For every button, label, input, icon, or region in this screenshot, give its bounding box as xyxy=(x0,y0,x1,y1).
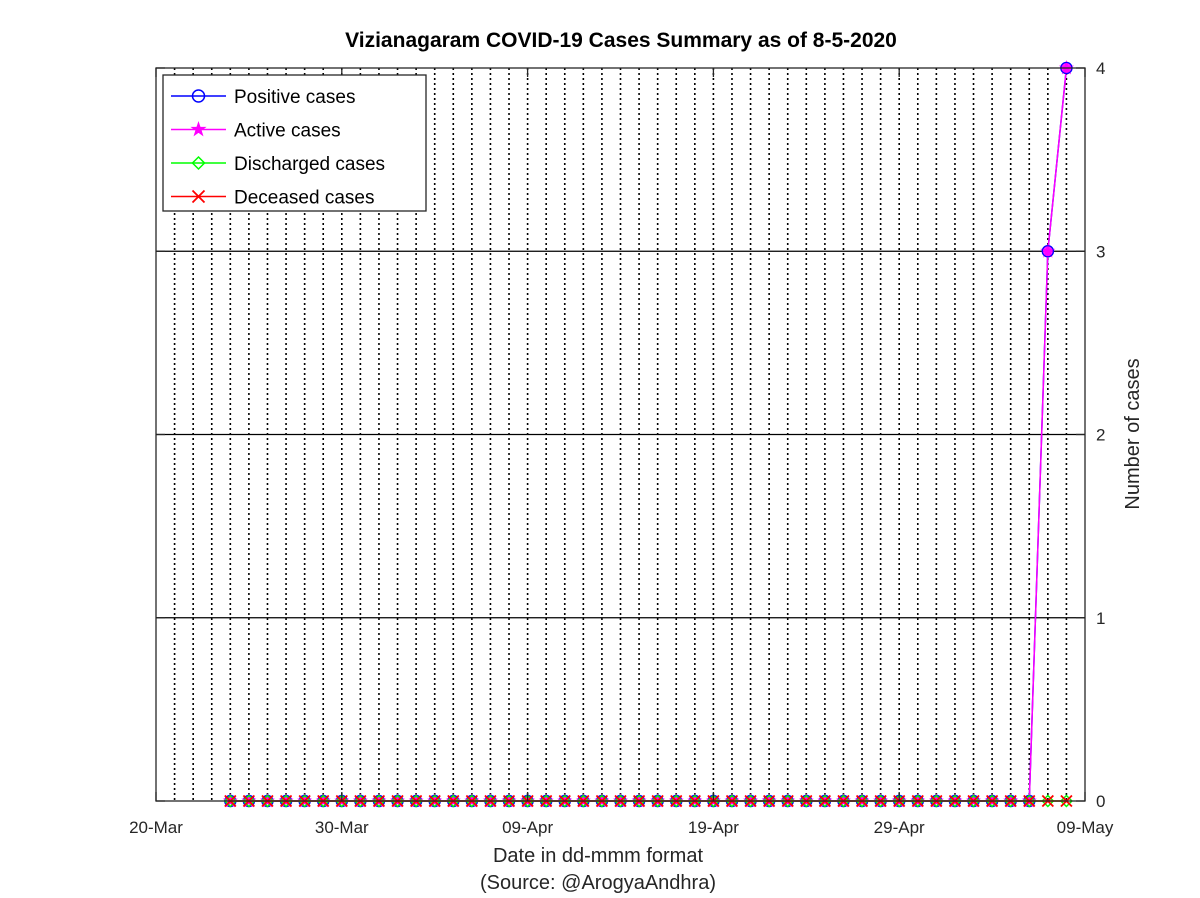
data-point xyxy=(353,794,367,808)
y-tick-label: 3 xyxy=(1096,242,1105,261)
x-tick-label: 29-Apr xyxy=(874,818,925,837)
data-point xyxy=(242,794,256,808)
y-tick-label: 0 xyxy=(1096,792,1105,811)
x-tick-label: 20-Mar xyxy=(129,818,183,837)
data-point xyxy=(966,794,981,808)
data-point xyxy=(316,794,330,808)
data-point xyxy=(1041,794,1055,808)
legend-label: Deceased cases xyxy=(234,188,374,209)
y-tick-label: 1 xyxy=(1096,609,1105,628)
active-highlight xyxy=(1041,62,1073,258)
data-point xyxy=(781,794,795,808)
data-point xyxy=(874,794,888,808)
legend-box xyxy=(162,74,427,212)
data-point xyxy=(576,794,590,808)
data-point xyxy=(688,794,702,808)
legend: Positive cases Active cases Discharged cas… xyxy=(162,74,427,212)
legend-entry: Deceased cases xyxy=(171,188,374,209)
data-point xyxy=(260,794,275,808)
data-point xyxy=(818,794,832,808)
data-point xyxy=(836,794,851,808)
data-point xyxy=(1059,794,1073,808)
data-point xyxy=(669,794,683,808)
legend-label: Active cases xyxy=(234,121,341,142)
legend-swatch-marker xyxy=(190,121,207,137)
data-point xyxy=(632,794,646,808)
x-axis-label: Date in dd-mmm format xyxy=(493,845,703,867)
legend-entry: Positive cases xyxy=(171,87,355,108)
data-point xyxy=(335,794,349,808)
legend-label: Positive cases xyxy=(234,87,355,108)
data-point xyxy=(372,794,386,808)
data-point xyxy=(279,794,293,808)
legend-entry: Discharged cases xyxy=(171,154,385,175)
data-point xyxy=(1022,794,1036,808)
data-point xyxy=(613,794,628,808)
data-point xyxy=(521,794,535,808)
x-tick-label: 09-May xyxy=(1057,818,1114,837)
data-point xyxy=(483,794,498,808)
axis-ticks: 20-Mar 30-Mar 09-Apr 19-Apr 29-Apr 09-May 0 1 2 3… xyxy=(129,59,1114,837)
data-point xyxy=(725,794,739,808)
data-point xyxy=(428,794,442,808)
data-point xyxy=(948,794,962,808)
data-point xyxy=(446,794,460,808)
legend-entry: Active cases xyxy=(171,121,341,142)
data-point xyxy=(223,794,237,808)
legend-swatch-marker xyxy=(191,89,206,103)
data-point xyxy=(929,794,943,808)
data-point xyxy=(743,794,758,808)
data-point xyxy=(539,794,553,808)
data-point xyxy=(911,794,925,808)
data-point xyxy=(409,794,423,808)
data-point xyxy=(762,794,776,808)
data-point xyxy=(595,794,609,808)
data-point xyxy=(706,794,720,808)
data-point xyxy=(985,794,999,808)
data-point xyxy=(892,794,906,808)
data-point xyxy=(558,794,572,808)
y-tick-label: 4 xyxy=(1096,59,1105,78)
data-point xyxy=(390,794,405,808)
chart-title: Vizianagaram COVID-19 Cases Summary as o… xyxy=(345,29,897,52)
legend-label: Discharged cases xyxy=(234,154,385,175)
data-point xyxy=(855,794,869,808)
y-axis-label: Number of cases xyxy=(1122,358,1144,509)
data-point xyxy=(651,794,665,808)
data-point xyxy=(799,794,813,808)
y-tick-label: 2 xyxy=(1096,426,1105,445)
x-tick-label: 30-Mar xyxy=(315,818,369,837)
data-point xyxy=(298,794,312,808)
x-axis-source-label: (Source: @ArogyaAndhra) xyxy=(480,872,716,894)
legend-swatch-marker xyxy=(191,155,206,171)
data-point xyxy=(502,794,516,808)
x-tick-label: 09-Apr xyxy=(502,818,553,837)
data-point xyxy=(465,794,479,808)
legend-swatch-marker xyxy=(191,189,206,204)
x-tick-label: 19-Apr xyxy=(688,818,739,837)
data-point xyxy=(1004,794,1018,808)
data-point-overlap xyxy=(1041,245,1054,258)
grid xyxy=(156,68,1085,801)
